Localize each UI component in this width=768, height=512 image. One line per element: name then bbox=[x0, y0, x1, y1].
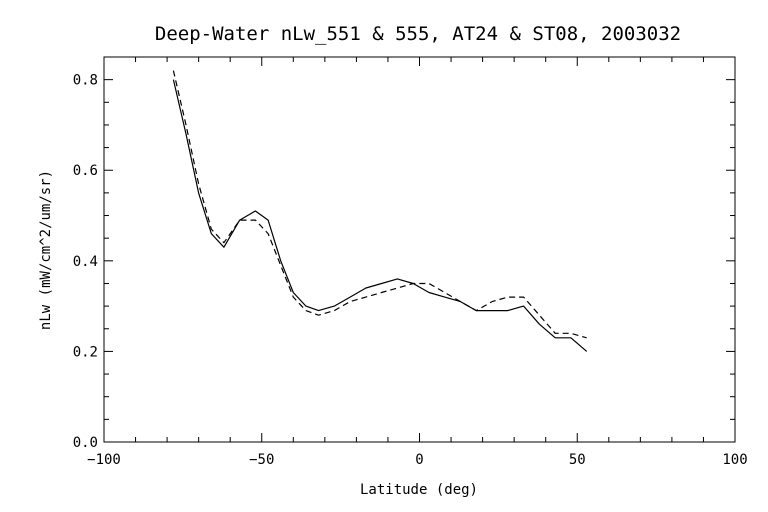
y-tick-label: 0.4 bbox=[73, 254, 98, 270]
y-tick-label: 0.8 bbox=[73, 73, 98, 89]
x-axis-label: Latitude (deg) bbox=[360, 482, 478, 498]
axis-ticks bbox=[103, 56, 736, 443]
y-axis-label: nLw (mW/cm^2/um/sr) bbox=[38, 170, 54, 330]
x-axis-tick-labels: −100 −50 0 50 100 bbox=[87, 452, 748, 468]
x-tick-label: −50 bbox=[249, 452, 274, 468]
x-tick-label: 100 bbox=[722, 452, 747, 468]
x-tick-label: 0 bbox=[415, 452, 423, 468]
x-tick-label: −100 bbox=[87, 452, 121, 468]
x-tick-label: 50 bbox=[569, 452, 586, 468]
plot-frame bbox=[103, 56, 736, 443]
y-tick-label: 0.0 bbox=[73, 435, 98, 451]
y-axis-tick-labels: 0.0 0.2 0.4 0.6 0.8 bbox=[73, 73, 98, 451]
series-layer bbox=[172, 70, 588, 352]
series-line-dashed bbox=[172, 70, 587, 339]
chart-title: Deep-Water nLw_551 & 555, AT24 & ST08, 2… bbox=[155, 23, 681, 45]
series-line-solid bbox=[172, 79, 588, 352]
y-tick-label: 0.2 bbox=[73, 344, 98, 360]
y-tick-label: 0.6 bbox=[73, 163, 98, 179]
